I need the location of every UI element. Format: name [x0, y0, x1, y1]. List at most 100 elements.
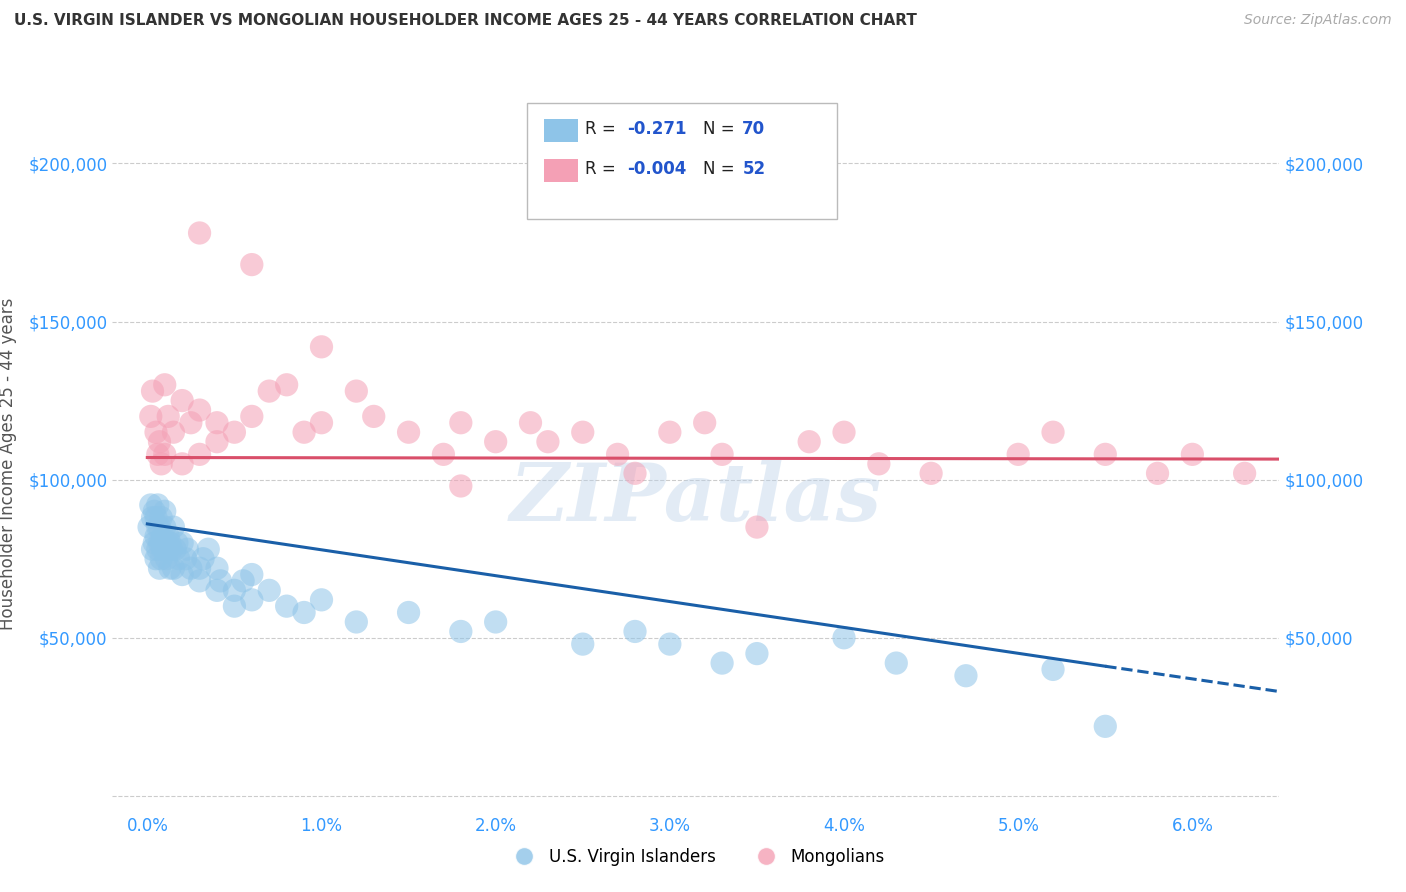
Point [172, 393, 194, 408]
Point [1042, 662, 1064, 676]
Point [153, 520, 176, 534]
Point [159, 561, 181, 575]
Point [188, 574, 211, 588]
Point [519, 416, 541, 430]
Point [693, 416, 716, 430]
Point [1233, 467, 1256, 481]
Point [160, 542, 183, 557]
Point [292, 606, 315, 620]
Point [240, 592, 263, 607]
Point [188, 403, 211, 417]
Point [145, 510, 167, 524]
Point [209, 574, 232, 588]
Point [363, 409, 385, 424]
Point [150, 536, 173, 550]
Point [191, 551, 214, 566]
Point [159, 536, 181, 550]
Point [745, 647, 768, 661]
Point [188, 561, 211, 575]
Point [832, 425, 855, 440]
Point [240, 258, 263, 272]
Point [537, 434, 560, 449]
Point [398, 425, 420, 440]
Point [172, 567, 194, 582]
Point [188, 447, 211, 461]
Point [153, 377, 176, 392]
Point [224, 583, 246, 598]
Point [153, 542, 176, 557]
Point [1094, 719, 1116, 733]
Point [711, 656, 734, 670]
Point [311, 340, 333, 354]
Point [1181, 447, 1204, 461]
Point [868, 457, 890, 471]
Point [276, 599, 298, 614]
Point [257, 583, 280, 598]
Point [276, 377, 298, 392]
Point [141, 384, 163, 398]
Point [571, 637, 593, 651]
Point [172, 536, 194, 550]
Point [292, 425, 315, 440]
Point [157, 542, 180, 557]
Point [1007, 447, 1029, 461]
Text: N =: N = [703, 120, 734, 138]
Point [162, 425, 184, 440]
Point [150, 551, 173, 566]
Point [188, 226, 211, 240]
Legend: U.S. Virgin Islanders, Mongolians: U.S. Virgin Islanders, Mongolians [501, 842, 891, 873]
Point [180, 561, 202, 575]
Point [139, 498, 162, 512]
Text: 52: 52 [742, 161, 765, 178]
Point [143, 536, 166, 550]
Point [257, 384, 280, 398]
Point [485, 615, 508, 629]
Point [155, 536, 177, 550]
Point [148, 536, 170, 550]
Point [571, 425, 593, 440]
Text: U.S. VIRGIN ISLANDER VS MONGOLIAN HOUSEHOLDER INCOME AGES 25 - 44 YEARS CORRELAT: U.S. VIRGIN ISLANDER VS MONGOLIAN HOUSEH… [14, 13, 917, 29]
Text: R =: R = [585, 161, 616, 178]
Point [832, 631, 855, 645]
Point [141, 542, 163, 557]
Point [955, 669, 977, 683]
Point [224, 599, 246, 614]
Point [624, 624, 647, 639]
Point [145, 551, 167, 566]
Point [884, 656, 907, 670]
Point [1042, 425, 1064, 440]
Point [165, 542, 187, 557]
Point [176, 542, 198, 557]
Text: -0.004: -0.004 [627, 161, 686, 178]
Point [224, 425, 246, 440]
Point [658, 637, 681, 651]
Point [155, 551, 177, 566]
Point [146, 447, 169, 461]
Point [311, 416, 333, 430]
Point [1094, 447, 1116, 461]
Point [606, 447, 628, 461]
Point [432, 447, 454, 461]
Point [450, 479, 472, 493]
Point [624, 467, 647, 481]
Point [450, 416, 472, 430]
Point [398, 606, 420, 620]
Point [745, 520, 768, 534]
Point [205, 583, 228, 598]
Point [148, 520, 170, 534]
Point [145, 530, 167, 544]
Point [240, 409, 263, 424]
Point [146, 520, 169, 534]
Point [311, 592, 333, 607]
Point [153, 504, 176, 518]
Point [240, 567, 263, 582]
Point [205, 561, 228, 575]
Point [146, 498, 169, 512]
Point [711, 447, 734, 461]
Point [148, 561, 170, 575]
Point [152, 530, 174, 544]
Point [157, 530, 180, 544]
Point [344, 615, 367, 629]
Point [162, 520, 184, 534]
Point [152, 542, 174, 557]
